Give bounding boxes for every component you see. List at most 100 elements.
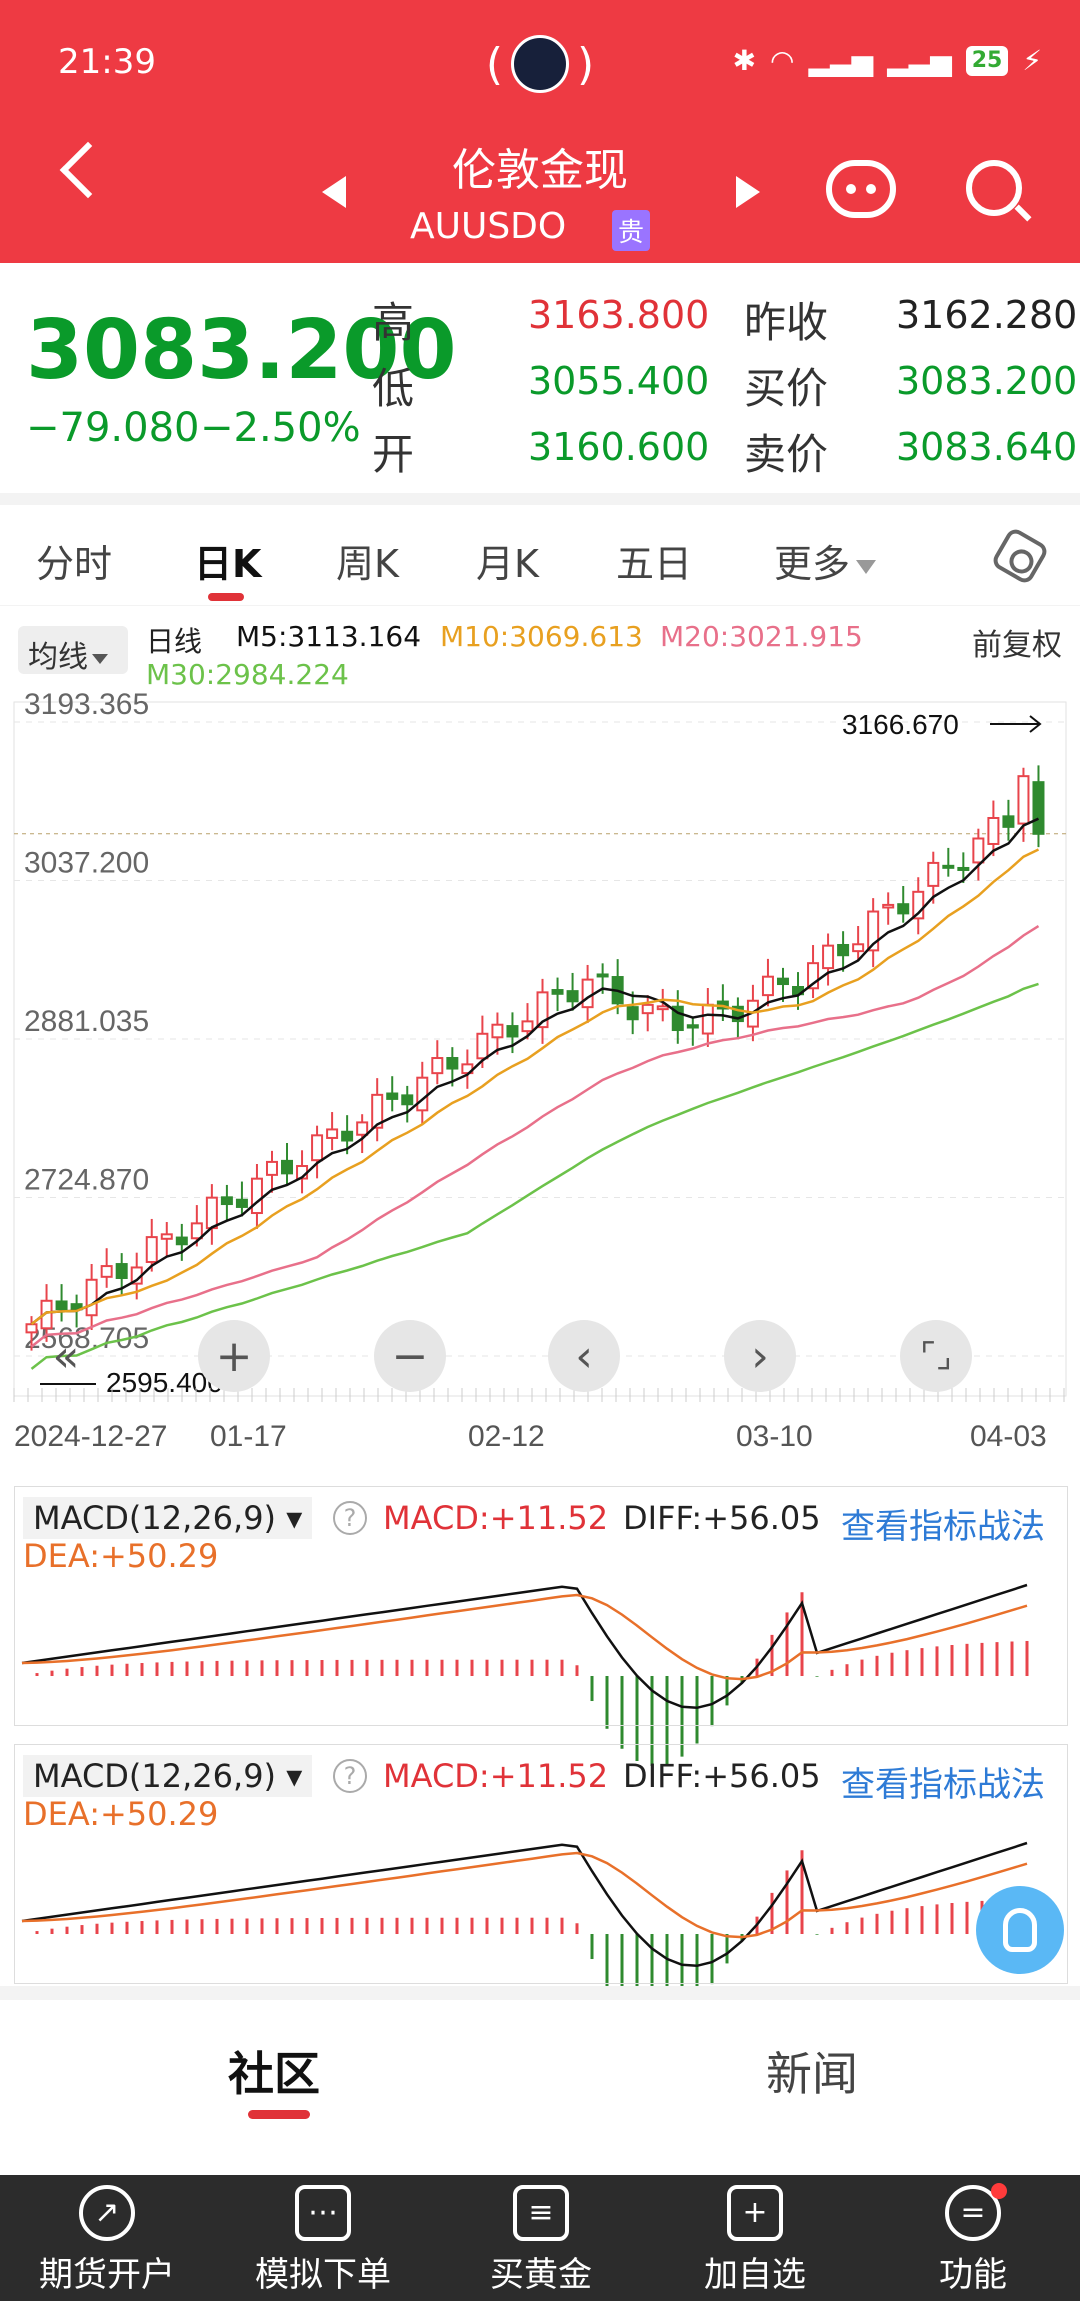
tab-five-day[interactable]: 五日 <box>616 542 693 586</box>
candle-body <box>265 1160 278 1176</box>
candle-body <box>100 1265 113 1278</box>
tab-monthly-k[interactable]: 月K <box>476 542 539 586</box>
search-icon[interactable] <box>966 160 1022 216</box>
y-tick-label: 3037.200 <box>24 847 149 880</box>
open-label: 开 <box>372 430 415 479</box>
candle-body <box>761 975 774 997</box>
tab-more-label: 更多 <box>774 542 851 586</box>
candle-body <box>401 1094 414 1106</box>
macd-panel-1: MACD(12,26,9) ▾ ? MACD:+11.52 DIFF:+56.0… <box>14 1486 1068 1726</box>
ma20-line <box>30 925 1040 1348</box>
indicator-selector-1-label: MACD(12,26,9) <box>33 1499 277 1537</box>
indicator-selector-2[interactable]: MACD(12,26,9) ▾ <box>23 1755 313 1797</box>
candle-body <box>341 1130 354 1142</box>
nav-functions-label: 功能 <box>939 2255 1007 2295</box>
ask-label: 卖价 <box>744 430 829 479</box>
candle-body <box>581 978 594 1009</box>
candle-body <box>807 962 820 990</box>
candle-body <box>731 1005 744 1023</box>
fullscreen-button[interactable]: ⌜⌟ <box>900 1320 972 1392</box>
tab-more[interactable]: 更多 <box>774 533 877 588</box>
indicator-selector-1[interactable]: MACD(12,26,9) ▾ <box>23 1497 313 1539</box>
candle-body <box>1002 815 1015 828</box>
period-tabs: 分时 日K 周K 月K 五日 更多 <box>0 505 1080 605</box>
header-bar: 21:39 () ✱ ◠ ▂▃▅ ▂▃▅ 25 ⚡ 伦敦金现 AUUSDO 贵 <box>0 0 1080 263</box>
adjust-mode[interactable]: 前复权 <box>972 628 1062 663</box>
candle-body <box>115 1263 128 1279</box>
help-icon[interactable]: ? <box>333 1501 367 1535</box>
candle-body <box>626 1006 639 1021</box>
nav-add-watchlist[interactable]: + 加自选 <box>670 2185 840 2296</box>
candle-body <box>190 1222 203 1240</box>
candle-body <box>536 991 549 1029</box>
candle-body <box>311 1134 324 1162</box>
candle-body <box>446 1057 459 1070</box>
prev-instrument-icon[interactable] <box>322 176 346 208</box>
nav-functions[interactable]: = 功能 <box>888 2183 1058 2296</box>
tab-daily-k[interactable]: 日K <box>194 542 262 586</box>
kline-chart[interactable]: 3193.3653037.2002881.0352724.8702568.705… <box>0 606 1080 1986</box>
nav-simulated-order-label: 模拟下单 <box>255 2255 391 2295</box>
candle-body <box>70 1303 83 1311</box>
lightbulb-tip-icon[interactable] <box>976 1886 1064 1974</box>
ma30-value: M30:2984.224 <box>146 658 349 691</box>
instrument-title: 伦敦金现 <box>452 145 628 196</box>
candle-body <box>641 1003 654 1015</box>
candle-body <box>175 1236 188 1246</box>
help-icon-2[interactable]: ? <box>333 1759 367 1793</box>
low-label: 低 <box>372 364 415 413</box>
candle-body <box>281 1159 294 1175</box>
candle-body <box>942 864 955 869</box>
ma5-line <box>30 817 1040 1326</box>
ma-caret-icon <box>92 653 108 664</box>
candle-body <box>235 1198 248 1208</box>
candle-body <box>1032 781 1045 835</box>
indicator-selector-2-label: MACD(12,26,9) <box>33 1757 277 1795</box>
nav-simulated-order[interactable]: ⋯ 模拟下单 <box>238 2185 408 2296</box>
dea-value-1: DEA:+50.29 <box>23 1537 219 1575</box>
ma-selector[interactable]: 均线 <box>18 626 128 675</box>
tab-intraday[interactable]: 分时 <box>36 542 113 586</box>
battery-icon: 25 <box>965 45 1009 76</box>
tab-community[interactable]: 社区 <box>228 2047 320 2101</box>
zoom-in-button[interactable]: + <box>198 1320 270 1392</box>
zoom-out-button[interactable]: − <box>374 1320 446 1392</box>
candle-body <box>416 1076 429 1112</box>
collapse-left-icon[interactable]: « <box>52 1330 80 1382</box>
notification-dot <box>991 2183 1007 2199</box>
x-tick-label: 02-12 <box>468 1420 545 1453</box>
scroll-right-button[interactable]: › <box>724 1320 796 1392</box>
indicator-strategy-link-2[interactable]: 查看指标战法 <box>841 1765 1045 1805</box>
status-icons: ✱ ◠ ▂▃▅ ▂▃▅ 25 ⚡ <box>733 44 1042 77</box>
nav-futures-account[interactable]: ↗ 期货开户 <box>22 2185 192 2296</box>
next-instrument-icon[interactable] <box>736 176 760 208</box>
candle-body <box>972 837 985 864</box>
candle-body <box>205 1196 218 1230</box>
diff-value-2: DIFF:+56.05 <box>623 1757 821 1795</box>
dea-line <box>21 1593 1028 1681</box>
nav-add-watchlist-label: 加自选 <box>704 2255 806 2295</box>
candle-body <box>386 1092 399 1100</box>
tab-weekly-k[interactable]: 周K <box>336 542 399 586</box>
nav-buy-gold-label: 买黄金 <box>490 2255 592 2295</box>
high-marker-arrowhead <box>1029 715 1042 733</box>
indicator-strategy-link-1[interactable]: 查看指标战法 <box>841 1507 1045 1547</box>
candle-body <box>85 1278 98 1317</box>
nav-buy-gold[interactable]: ≡ 买黄金 <box>456 2185 626 2296</box>
more-caret-icon <box>856 559 877 574</box>
tab-news[interactable]: 新闻 <box>766 2047 858 2101</box>
back-button[interactable] <box>59 141 117 199</box>
candle-body <box>897 903 910 915</box>
x-tick-label: 04-03 <box>970 1420 1047 1453</box>
ma5-value: M5:3113.164 <box>236 620 422 653</box>
dea-value-2: DEA:+50.29 <box>23 1795 219 1833</box>
scroll-left-button[interactable]: ‹ <box>548 1320 620 1392</box>
nav-futures-account-label: 期货开户 <box>39 2255 175 2295</box>
candle-body <box>521 1020 534 1033</box>
robot-assistant-icon[interactable] <box>826 160 896 218</box>
candle-body <box>145 1236 158 1263</box>
candle-body <box>220 1196 233 1206</box>
prev-close-label: 昨收 <box>744 298 829 347</box>
y-tick-label: 2724.870 <box>24 1164 149 1197</box>
ask-value: 3083.640 <box>896 425 1078 469</box>
